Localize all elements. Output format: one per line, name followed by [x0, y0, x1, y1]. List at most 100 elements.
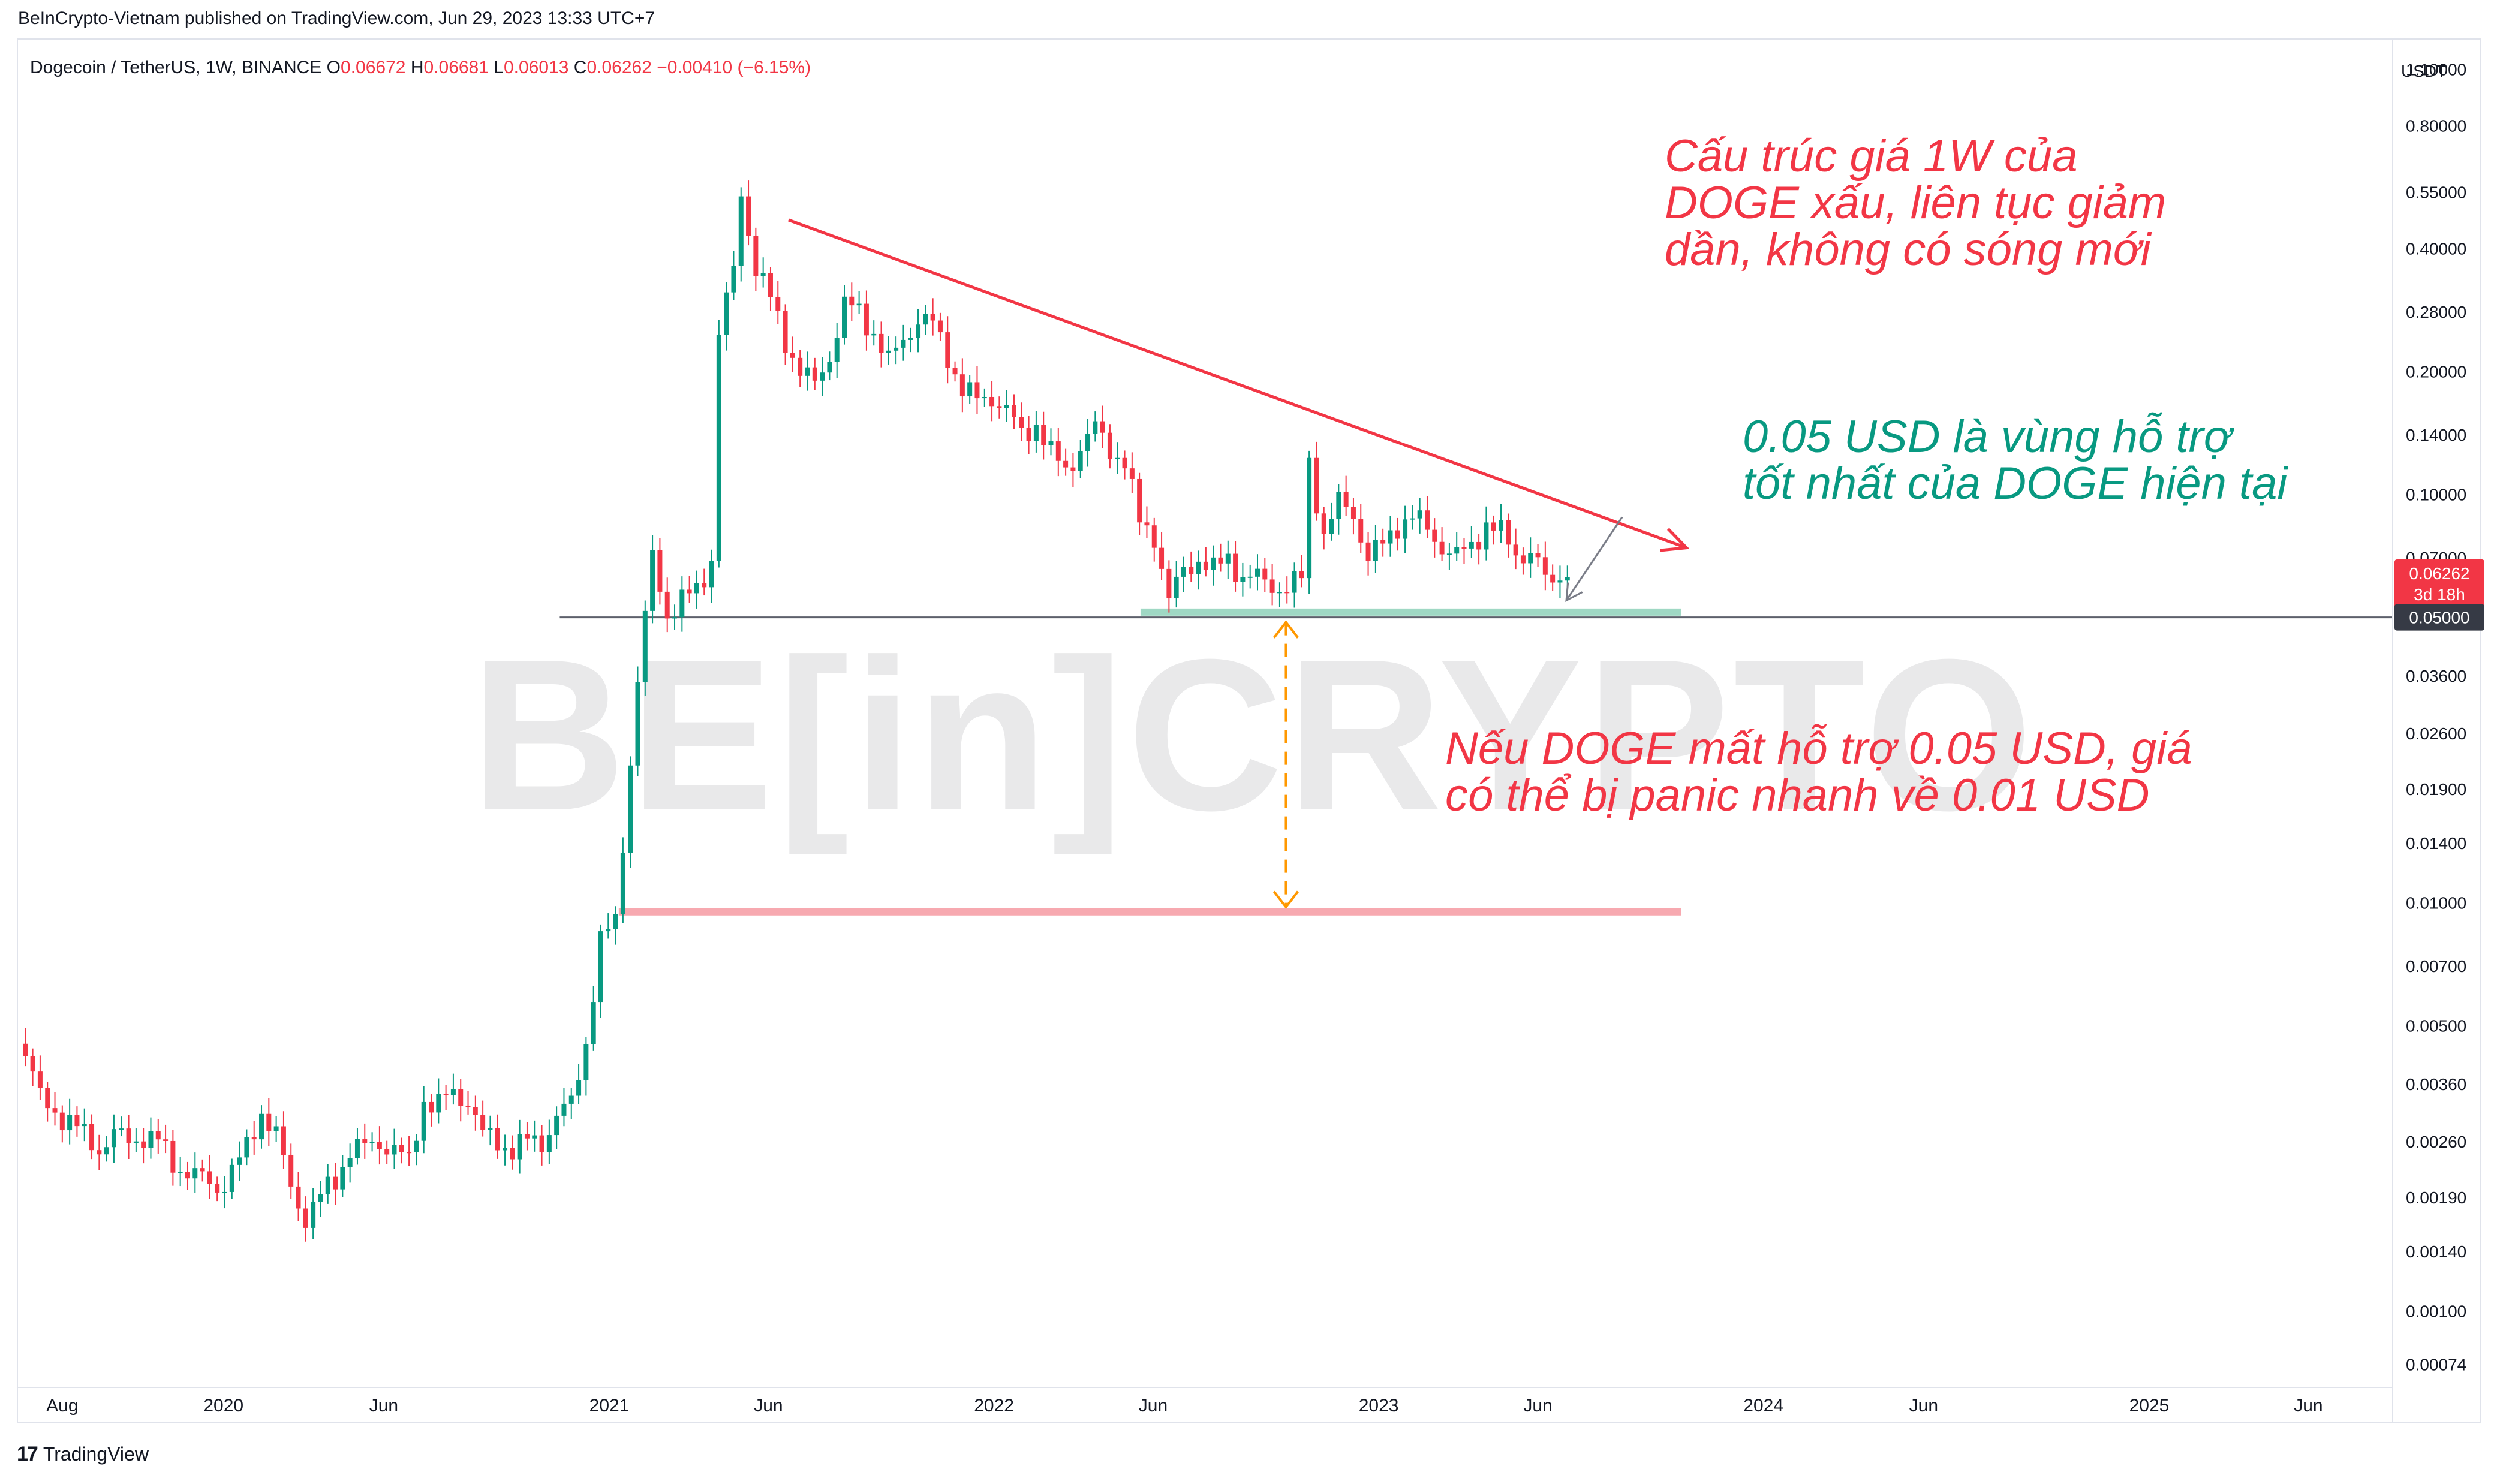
candle [1343, 475, 1349, 516]
candle-body [1565, 577, 1570, 581]
candle-body [871, 333, 877, 336]
candle-body [1093, 421, 1098, 434]
annotation-line: có thể bị panic nhanh về 0.01 USD [1445, 770, 2150, 821]
candle-body [1461, 547, 1467, 549]
candle-body [1476, 541, 1482, 550]
candle-body [273, 1126, 279, 1131]
candle [805, 351, 810, 391]
candle-body [185, 1172, 190, 1179]
annotation-support: 0.05 USD là vùng hỗ trợ tốt nhất của DOG… [1743, 414, 2287, 507]
candle [1321, 507, 1326, 550]
candle [1336, 484, 1341, 535]
ohlc-high-value: 0.06681 [423, 58, 489, 77]
candle-body [465, 1106, 471, 1107]
candle [384, 1140, 390, 1164]
y-tick-label: 0.28000 [2406, 303, 2466, 321]
tradingview-logo-icon: 17 [17, 1443, 38, 1465]
candle [908, 327, 913, 353]
downtrend-line [787, 218, 1687, 549]
candle [1196, 550, 1201, 590]
candle [1004, 390, 1009, 422]
candle [982, 388, 987, 407]
time-axis[interactable]: Aug 2020 Jun 2021 Jun 2022 Jun 2023 Jun 2024 Jun 20… [18, 1387, 2393, 1416]
candle-body [1225, 553, 1231, 564]
annotation-structure: Cấu trúc giá 1W của DOGE xấu, liên tục g… [1665, 133, 2166, 273]
candle-body [23, 1043, 28, 1056]
candle-body [894, 347, 899, 351]
candle-body [583, 1044, 589, 1080]
candle [296, 1172, 301, 1221]
candle [1262, 558, 1268, 592]
candle [967, 375, 973, 404]
candle [429, 1094, 434, 1127]
candle-body [97, 1150, 102, 1155]
candle-body [443, 1094, 449, 1095]
candle-body [148, 1131, 154, 1149]
candle [916, 309, 921, 353]
candle [642, 600, 648, 696]
candle-body [1196, 561, 1201, 574]
candle-body [237, 1157, 242, 1165]
candle [436, 1078, 441, 1124]
candle-body [532, 1135, 537, 1139]
candle [694, 570, 699, 609]
candle [768, 267, 773, 311]
candle-body [59, 1112, 65, 1131]
candle-body [724, 292, 729, 335]
candle [1041, 411, 1046, 460]
candle-body [45, 1088, 50, 1109]
tradingview-brand[interactable]: 17 TradingView [17, 1443, 149, 1466]
y-tick-label: 0.00360 [2406, 1075, 2466, 1094]
candle-body [207, 1171, 212, 1184]
annotation-panic: Nếu DOGE mất hỗ trợ 0.05 USD, giá có thể… [1445, 726, 2192, 819]
candle-body [657, 550, 663, 592]
candle [974, 366, 980, 414]
candle [1269, 564, 1275, 606]
candle-body [716, 335, 721, 561]
candle-body [1048, 441, 1054, 445]
candle [473, 1095, 478, 1131]
candle [273, 1116, 279, 1143]
candle-body [354, 1139, 360, 1158]
price-axis[interactable]: USDT 1.10000 0.80000 0.55000 0.40000 0.28000… [2392, 40, 2484, 1422]
candle-body [215, 1184, 220, 1193]
candle-body [503, 1148, 508, 1151]
candle [1085, 419, 1091, 467]
candle [510, 1135, 515, 1170]
candle-body [1380, 540, 1386, 544]
candle [37, 1055, 43, 1100]
candle-body [672, 617, 678, 619]
candle [259, 1105, 264, 1149]
candle-body [606, 929, 611, 932]
candle-body [1189, 567, 1194, 574]
candle-body [1026, 428, 1031, 441]
candle-body [192, 1168, 198, 1179]
candle [266, 1098, 272, 1146]
candle [517, 1119, 522, 1174]
y-tick-label: 0.00100 [2406, 1302, 2466, 1321]
arrowhead-down [1272, 890, 1299, 910]
candle-body [967, 382, 973, 397]
candle-body [311, 1202, 316, 1228]
trendline-arrowhead [1660, 528, 1690, 552]
y-tick-label: 0.00700 [2406, 957, 2466, 976]
symbol-name[interactable]: Dogecoin / TetherUS, 1W, BINANCE [30, 58, 322, 77]
candle-body [1358, 519, 1364, 543]
candle [775, 281, 781, 324]
candle-body [679, 589, 685, 618]
candle [760, 257, 766, 288]
y-tick-label: 0.20000 [2406, 363, 2466, 381]
candle-body [251, 1137, 257, 1140]
candle [443, 1085, 449, 1110]
x-tick-label: 2022 [974, 1396, 1014, 1416]
candle-body [650, 550, 655, 611]
chart-frame [17, 38, 2481, 1423]
candle [959, 358, 965, 413]
candle [89, 1114, 95, 1160]
candle [989, 381, 995, 422]
candle-body [407, 1152, 412, 1154]
candle-body [178, 1172, 183, 1173]
candle-body [281, 1126, 286, 1155]
candle [1403, 505, 1408, 553]
